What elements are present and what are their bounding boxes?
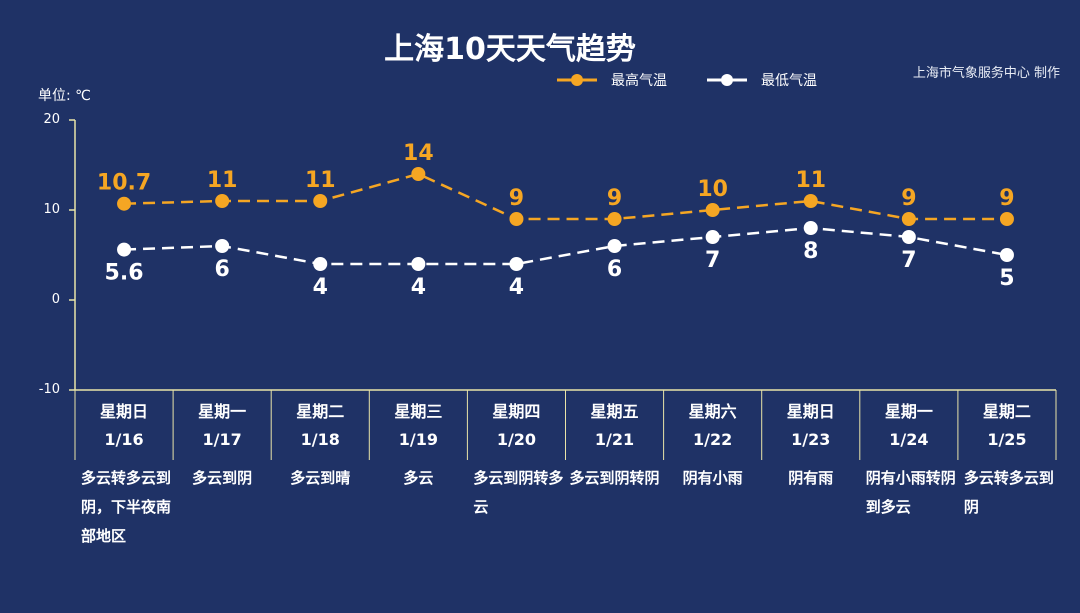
low-point: [803, 221, 818, 235]
low-data-label: 5.6: [105, 261, 144, 286]
high-data-label: 9: [901, 186, 916, 211]
high-point: [411, 167, 426, 181]
date-label: 1/20: [496, 430, 537, 449]
weekday-label: 星期二: [982, 402, 1031, 421]
low-point: [999, 248, 1014, 262]
high-data-label: 14: [403, 141, 434, 166]
high-data-label: 10: [697, 177, 728, 202]
date-label: 1/18: [300, 430, 340, 449]
high-point: [215, 194, 230, 208]
weather-description: 多云到阴: [192, 469, 253, 487]
high-data-label: 9: [607, 186, 622, 211]
high-data-label: 11: [207, 168, 238, 193]
weekday-label: 星期五: [590, 402, 639, 421]
date-label: 1/23: [791, 430, 831, 449]
date-label: 1/17: [202, 430, 242, 449]
date-label: 1/22: [693, 430, 733, 449]
low-data-label: 4: [313, 275, 328, 300]
ytick-0: 0: [51, 292, 60, 307]
weekday-label: 星期二: [296, 402, 345, 421]
weather-description: 多云到阴转阴: [569, 469, 660, 487]
weather-description: 阴有小雨转阴到多云: [865, 469, 956, 516]
legend-high-label: 最高气温: [611, 73, 667, 89]
low-data-label: 5: [999, 266, 1014, 291]
high-point: [705, 203, 720, 217]
day-cell: 星期日 1/16: [75, 392, 173, 460]
source-credit: 上海市气象服务中心 制作: [912, 66, 1060, 81]
high-point: [803, 194, 818, 208]
chart-title: 上海10天天气趋势: [384, 32, 636, 67]
unit-label: 单位: ℃: [38, 88, 91, 104]
weekday-label: 星期六: [688, 402, 737, 421]
weekday-label: 星期一: [884, 402, 933, 421]
high-data-label: 11: [795, 168, 826, 193]
weather-description: 多云到阴转多云: [473, 469, 564, 516]
high-point: [999, 212, 1014, 226]
low-data-label: 7: [901, 248, 916, 273]
series-line-low: [124, 226, 1008, 266]
high-point: [607, 212, 622, 226]
high-data-label: 9: [999, 186, 1014, 211]
legend: 最高气温 最低气温: [555, 70, 855, 90]
day-cell: 星期五 1/21: [566, 392, 664, 460]
legend-low-label: 最低气温: [761, 73, 817, 89]
ytick-20: 20: [43, 112, 60, 127]
weekday-label: 星期一: [198, 402, 247, 421]
legend-high-marker: [557, 74, 597, 86]
date-label: 1/24: [889, 430, 929, 449]
low-data-label: 6: [607, 257, 622, 282]
weekday-label: 星期日: [786, 402, 835, 421]
high-data-label: 10.7: [97, 171, 151, 196]
weather-description: 多云转多云到阴: [963, 469, 1054, 516]
weather-description: 多云转多云到阴，下半夜南部地区: [81, 469, 172, 545]
day-cell: 星期二 1/25: [958, 392, 1056, 460]
high-data-label: 11: [305, 168, 336, 193]
low-point: [901, 230, 916, 244]
weekday-label: 星期日: [100, 402, 149, 421]
weekday-label: 星期四: [492, 402, 541, 421]
date-label: 1/19: [398, 430, 438, 449]
low-data-label: 7: [705, 248, 720, 273]
ytick-10: 10: [43, 202, 60, 217]
high-point: [509, 212, 524, 226]
low-point: [313, 257, 328, 271]
date-label: 1/25: [987, 430, 1027, 449]
high-point: [901, 212, 916, 226]
day-cell: 星期二 1/18: [271, 392, 369, 460]
day-cell: 星期六 1/22: [664, 392, 762, 460]
low-point: [411, 257, 426, 271]
high-point: [117, 196, 132, 211]
weather-description: 多云到晴: [290, 469, 351, 487]
low-data-label: 8: [803, 239, 818, 264]
high-data-label: 9: [509, 186, 524, 211]
series-line-high: [124, 172, 1007, 221]
legend-item-high: 最高气温: [555, 70, 667, 90]
legend-item-low: 最低气温: [705, 70, 817, 90]
low-point: [705, 230, 720, 244]
weekday-label: 星期三: [394, 402, 443, 421]
low-data-label: 4: [509, 275, 524, 300]
low-point: [117, 242, 132, 257]
day-cell: 星期三 1/19: [369, 392, 467, 460]
weather-description: 阴有雨: [788, 469, 834, 487]
day-cell: 星期四 1/20: [467, 392, 565, 460]
weather-description: 多云: [403, 469, 434, 487]
ytick-neg10: -10: [38, 382, 60, 397]
low-data-label: 6: [214, 257, 229, 282]
legend-low-marker: [707, 74, 747, 86]
low-data-label: 4: [411, 275, 426, 300]
day-cell: 星期日 1/23: [762, 392, 860, 460]
day-cell: 星期一 1/24: [860, 392, 958, 460]
high-point: [313, 194, 328, 208]
low-point: [215, 239, 230, 253]
date-label: 1/16: [104, 430, 144, 449]
low-point: [607, 239, 622, 253]
low-point: [509, 257, 524, 271]
weather-description: 阴有小雨: [682, 469, 743, 487]
date-label: 1/21: [594, 430, 635, 449]
day-cell: 星期一 1/17: [173, 392, 271, 460]
